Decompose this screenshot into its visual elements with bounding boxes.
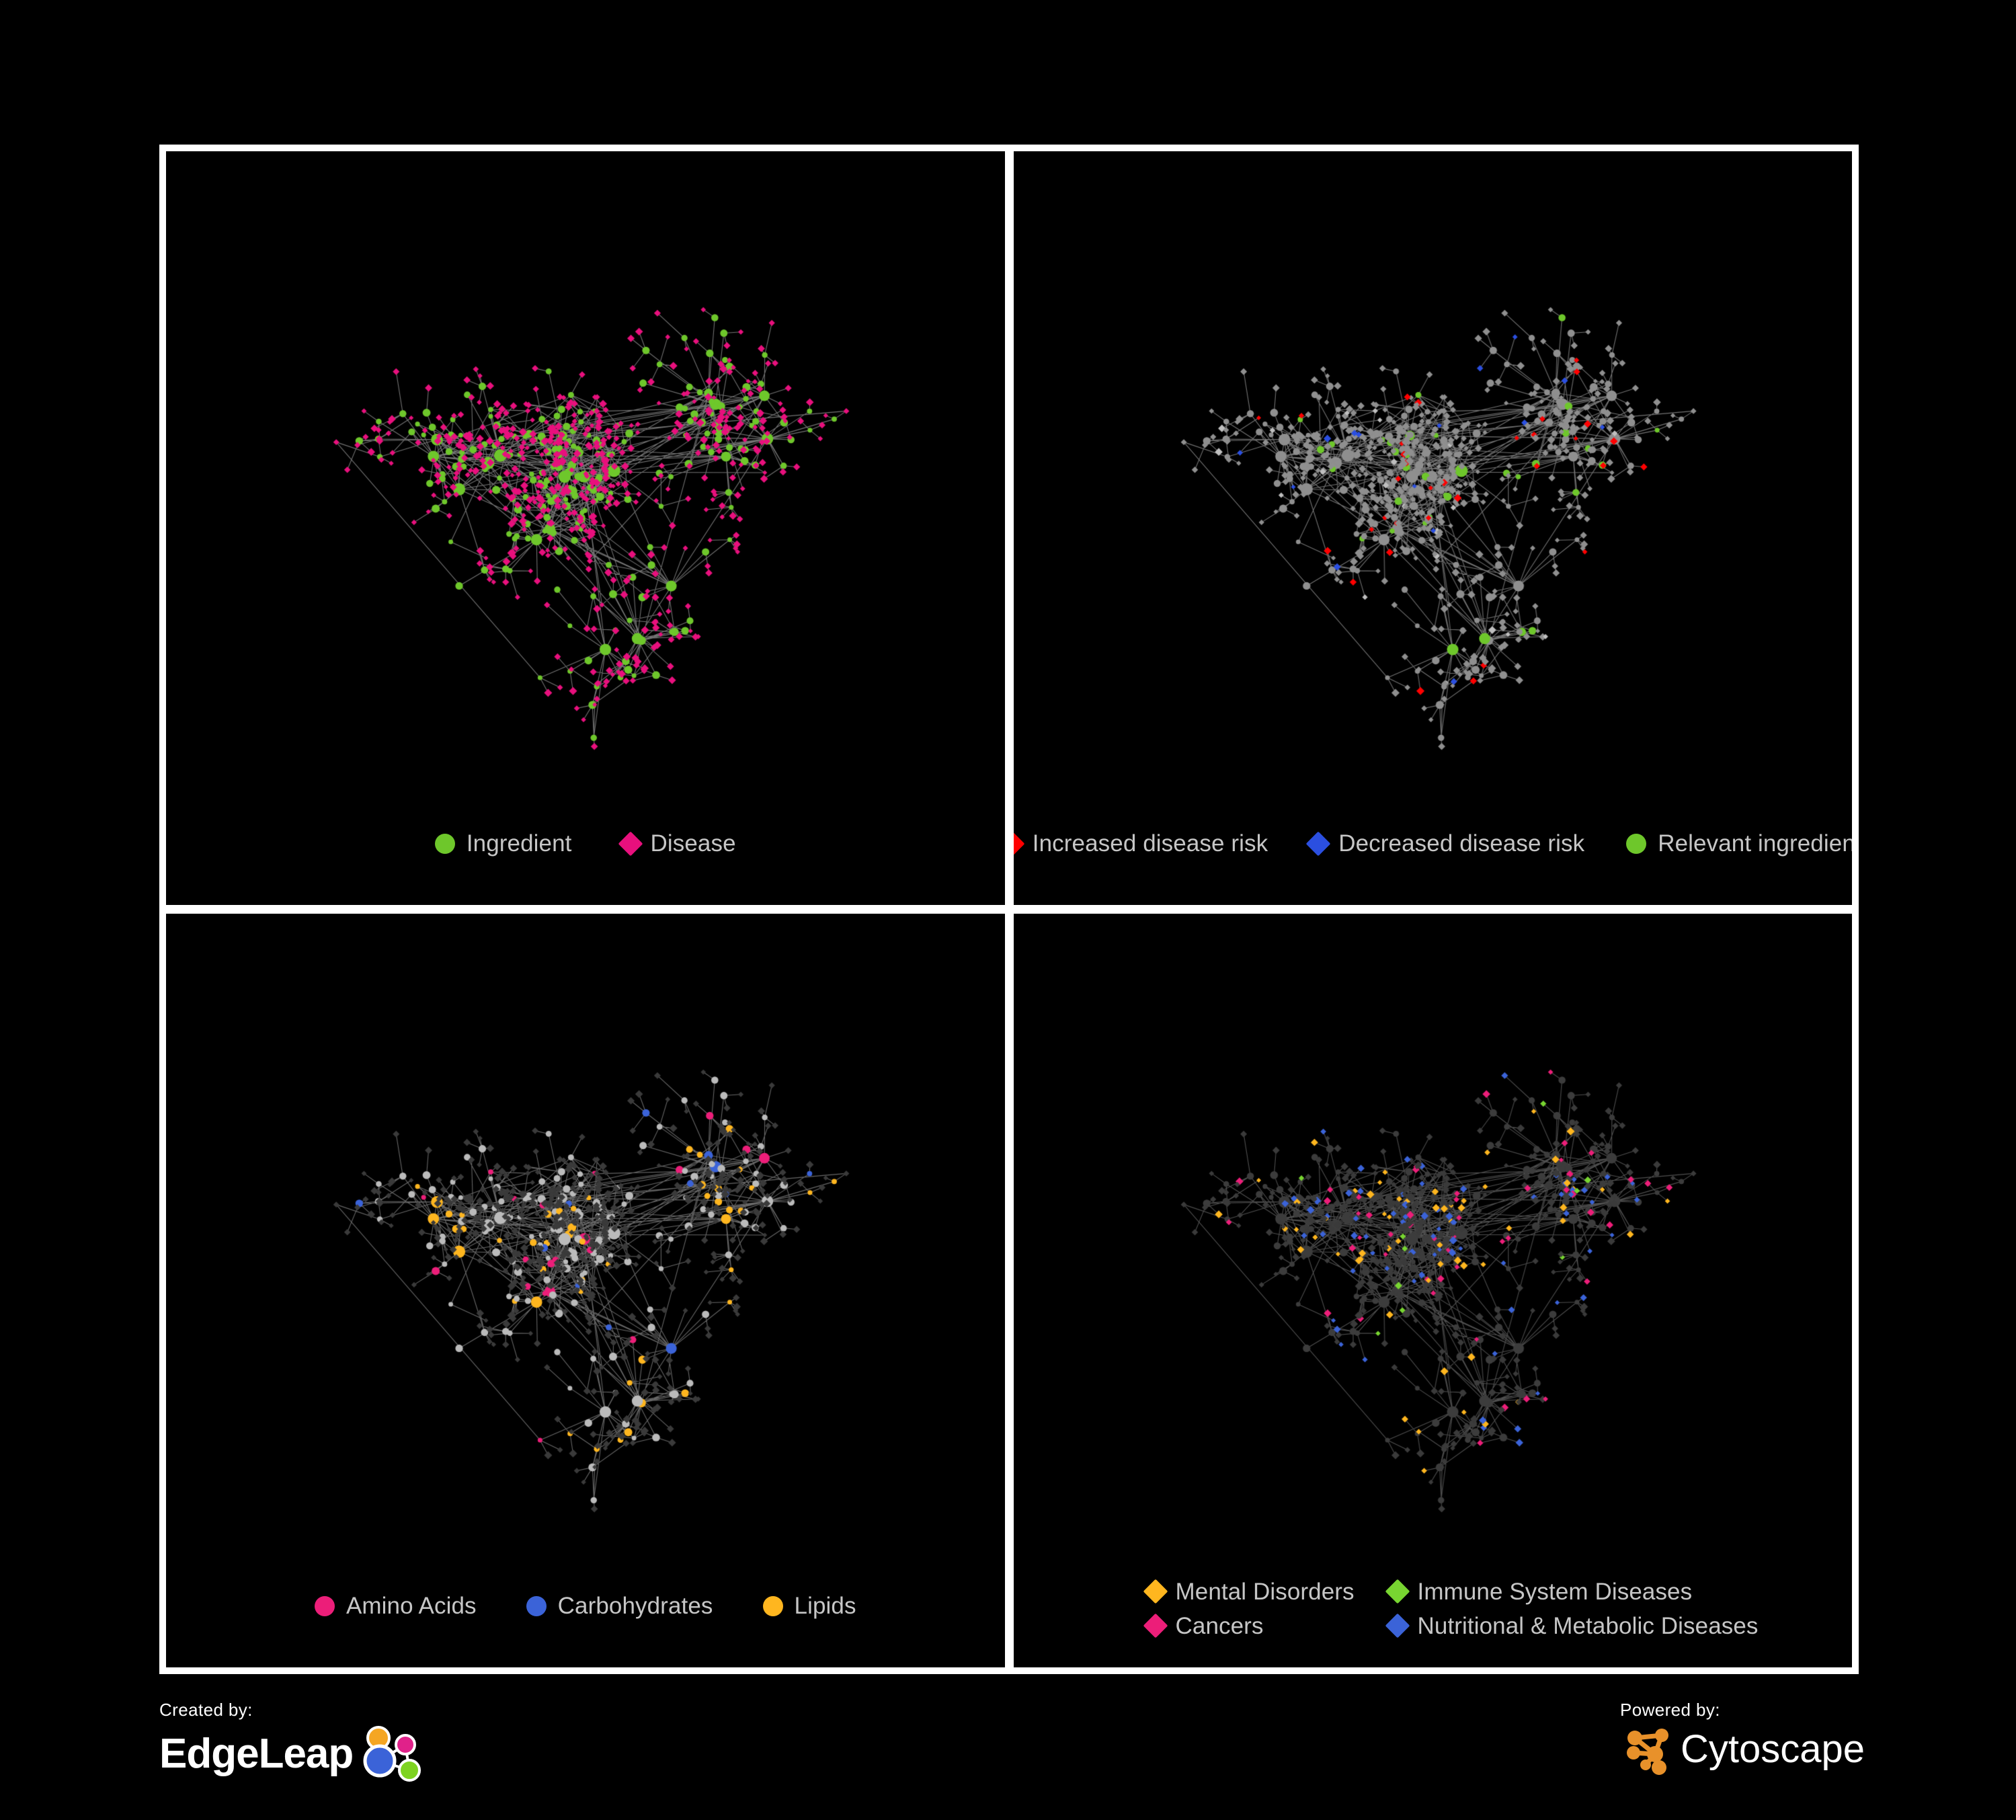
legend-item-nutritional-metabolic-diseases: Nutritional & Metabolic Diseases xyxy=(1385,1612,1853,1639)
lipids-circle-icon xyxy=(762,1595,783,1616)
legend-label-nutritional-metabolic-diseases: Nutritional & Metabolic Diseases xyxy=(1417,1612,1759,1639)
cytoscape-branding: Powered by: xyxy=(1620,1700,1865,1776)
legend-label-immune-system-diseases: Immune System Diseases xyxy=(1417,1578,1693,1605)
legend-item-lipids: Lipids xyxy=(762,1593,856,1620)
cytoscape-logo-row: Cytoscape xyxy=(1620,1723,1865,1776)
legend-label-disease: Disease xyxy=(650,830,736,857)
legend-label-increased-risk: Increased disease risk xyxy=(1032,830,1268,857)
edgeleap-wordmark: EdgeLeap xyxy=(159,1731,354,1777)
legend-disease-classes: Mental Disorders Immune System Diseases … xyxy=(1014,1562,1853,1667)
legend-item-carbohydrates: Carbohydrates xyxy=(526,1594,713,1618)
network-canvas-ingredient-disease xyxy=(166,151,1005,800)
cancers-diamond-icon xyxy=(1143,1613,1168,1638)
legend-item-cancers: Cancers xyxy=(1143,1612,1382,1639)
footer-branding: Created by: EdgeLeap Powered by: xyxy=(0,1688,2016,1820)
panel-ingredient-disease: Ingredient Disease xyxy=(166,151,1005,905)
legend-label-mental-disorders: Mental Disorders xyxy=(1175,1578,1355,1605)
network-canvas-disease-classes xyxy=(1013,914,1852,1562)
amino-acids-circle-icon xyxy=(314,1595,335,1616)
created-by-label: Created by: xyxy=(159,1700,253,1720)
legend-label-decreased-risk: Decreased disease risk xyxy=(1338,830,1585,857)
legend-label-amino-acids: Amino Acids xyxy=(346,1593,477,1620)
cytoscape-wordmark: Cytoscape xyxy=(1680,1727,1865,1771)
legend-item-ingredient: Ingredient xyxy=(434,830,572,857)
panel-nutrient-classes: Amino Acids Carbohydrates Lipids xyxy=(166,914,1005,1667)
nutritional-metabolic-diseases-diamond-icon xyxy=(1385,1613,1410,1638)
decreased-risk-diamond-icon xyxy=(1305,831,1331,856)
immune-system-diseases-diamond-icon xyxy=(1385,1579,1410,1604)
legend-item-increased-risk: Increased disease risk xyxy=(1013,830,1268,857)
legend-item-mental-disorders: Mental Disorders xyxy=(1143,1578,1382,1605)
edgeleap-logo-row: EdgeLeap xyxy=(159,1723,428,1785)
cytoscape-node-graph-icon xyxy=(1620,1723,1678,1776)
legend-ingredient-disease: Ingredient Disease xyxy=(166,799,1005,905)
powered-by-label: Powered by: xyxy=(1619,1700,1720,1720)
carbohydrates-circle-icon xyxy=(526,1595,547,1616)
legend-item-immune-system-diseases: Immune System Diseases xyxy=(1385,1578,1853,1605)
increased-risk-diamond-icon xyxy=(1013,831,1025,856)
disease-diamond-icon xyxy=(618,831,643,856)
legend-item-relevant-ingredient: Relevant ingredient xyxy=(1626,832,1852,855)
ingredient-circle-icon xyxy=(434,833,455,854)
edgeleap-node-graph-icon xyxy=(356,1723,428,1785)
edgeleap-branding: Created by: EdgeLeap xyxy=(159,1700,428,1785)
legend-item-disease: Disease xyxy=(618,830,736,857)
legend-disease-risk: Increased disease risk Decreased disease… xyxy=(1013,799,1852,905)
legend-label-carbohydrates: Carbohydrates xyxy=(557,1593,713,1620)
mental-disorders-diamond-icon xyxy=(1143,1579,1168,1604)
legend-label-ingredient: Ingredient xyxy=(466,830,572,857)
network-canvas-disease-risk xyxy=(1013,151,1852,800)
legend-item-decreased-risk: Decreased disease risk xyxy=(1305,830,1585,857)
panel-grid: Ingredient Disease Increased disease ris… xyxy=(159,145,1859,1674)
legend-label-relevant-ingredient: Relevant ingredient xyxy=(1658,830,1852,857)
panel-disease-risk: Increased disease risk Decreased disease… xyxy=(1013,151,1852,905)
panel-disease-classes: Mental Disorders Immune System Diseases … xyxy=(1013,914,1853,1667)
relevant-ingredient-circle-icon xyxy=(1626,833,1647,854)
legend-nutrient-classes: Amino Acids Carbohydrates Lipids xyxy=(166,1562,1005,1667)
network-canvas-nutrient-classes xyxy=(166,914,1005,1562)
legend-label-lipids: Lipids xyxy=(794,1593,856,1620)
legend-item-amino-acids: Amino Acids xyxy=(314,1593,477,1620)
legend-label-cancers: Cancers xyxy=(1175,1612,1264,1639)
